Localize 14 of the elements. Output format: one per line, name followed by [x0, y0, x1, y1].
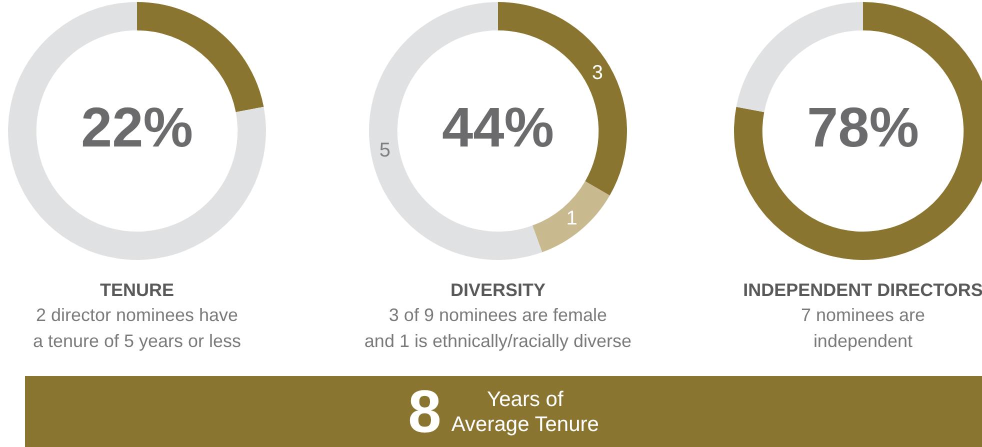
text: Years of Average Tenure [451, 386, 599, 436]
text: 3 of 9 nominees are female and 1 is ethnically/racially diverse [363, 304, 633, 353]
text: 7 nominees are independent [800, 304, 926, 353]
text: 2 director nominees have a tenure of 5 years or less [32, 304, 242, 353]
data-label: 3 [592, 62, 603, 84]
text: INDEPENDENT DIRECTORS [742, 279, 982, 302]
text: DIVERSITY [449, 279, 547, 302]
data-label: 1 [566, 207, 578, 230]
text: 78% [806, 95, 920, 158]
text: 44% [442, 95, 554, 158]
text: 22% [80, 95, 194, 158]
text: 8 [408, 378, 442, 444]
text: TENURE [98, 279, 175, 302]
data-label: 5 [379, 139, 390, 162]
